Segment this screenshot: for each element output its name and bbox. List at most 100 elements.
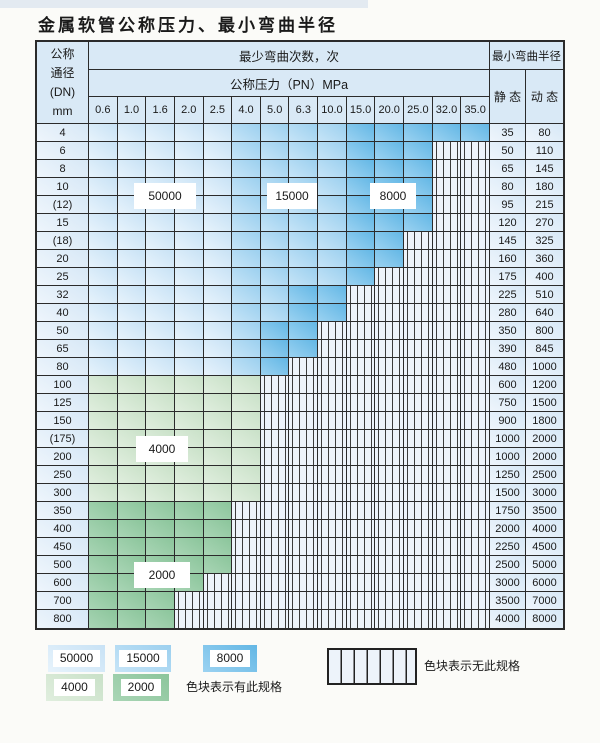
static-radius-cell: 2500 bbox=[489, 556, 526, 573]
legend-swatch-value: 50000 bbox=[52, 650, 101, 667]
cell-no-spec bbox=[375, 574, 405, 591]
cell-spec-4000 bbox=[203, 448, 233, 465]
table-row-dn-8: 8 65 145 bbox=[37, 160, 563, 178]
legend-no-spec-swatch bbox=[327, 648, 417, 685]
cell-spec-4000 bbox=[232, 430, 261, 447]
cell-spec-15000 bbox=[232, 322, 261, 339]
dynamic-radius-cell: 3000 bbox=[526, 484, 563, 501]
cell-spec-50000 bbox=[203, 124, 233, 141]
cell-spec-50000 bbox=[146, 304, 175, 321]
cell-spec-50000 bbox=[203, 340, 233, 357]
cell-spec-15000 bbox=[260, 268, 290, 285]
cell-no-spec bbox=[260, 430, 290, 447]
cell-no-spec bbox=[203, 574, 233, 591]
cell-no-spec bbox=[346, 520, 376, 537]
band-cells bbox=[89, 322, 489, 339]
cell-spec-50000 bbox=[174, 304, 204, 321]
dn-cell: 800 bbox=[37, 610, 89, 628]
cell-no-spec bbox=[375, 484, 405, 501]
dn-cell: 20 bbox=[37, 250, 89, 267]
static-dynamic-headers: 静 态 动 态 bbox=[489, 70, 563, 123]
dynamic-radius-cell: 180 bbox=[526, 178, 563, 195]
static-header: 静 态 bbox=[489, 70, 526, 123]
legend-swatch-value: 8000 bbox=[209, 650, 251, 667]
cell-no-spec bbox=[318, 448, 347, 465]
cell-spec-50000 bbox=[89, 142, 118, 159]
cell-spec-50000 bbox=[203, 250, 233, 267]
zone-label-8000: 8000 bbox=[370, 183, 416, 209]
cell-no-spec bbox=[289, 610, 319, 628]
cell-no-spec bbox=[461, 502, 489, 519]
cell-no-spec bbox=[375, 502, 405, 519]
cell-no-spec bbox=[404, 448, 433, 465]
cell-spec-15000 bbox=[289, 124, 319, 141]
static-radius-cell: 145 bbox=[489, 232, 526, 249]
cell-no-spec bbox=[432, 322, 462, 339]
cell-no-spec bbox=[260, 394, 290, 411]
band-cells bbox=[89, 124, 489, 141]
cell-no-spec bbox=[404, 250, 433, 267]
static-radius-cell: 750 bbox=[489, 394, 526, 411]
cell-spec-4000 bbox=[89, 394, 118, 411]
static-radius-cell: 350 bbox=[489, 322, 526, 339]
cell-no-spec bbox=[432, 484, 462, 501]
cell-spec-50000 bbox=[117, 124, 147, 141]
dynamic-radius-cell: 5000 bbox=[526, 556, 563, 573]
legend-swatch-2000: 2000 bbox=[113, 674, 169, 701]
cell-spec-2000 bbox=[203, 520, 233, 537]
cell-spec-8000 bbox=[346, 268, 376, 285]
cell-no-spec bbox=[318, 610, 347, 628]
static-radius-cell: 120 bbox=[489, 214, 526, 231]
static-radius-cell: 3000 bbox=[489, 574, 526, 591]
cell-spec-4000 bbox=[89, 412, 118, 429]
cell-spec-4000 bbox=[203, 430, 233, 447]
cell-no-spec bbox=[260, 574, 290, 591]
cell-no-spec bbox=[318, 376, 347, 393]
cell-no-spec bbox=[432, 466, 462, 483]
band-cells bbox=[89, 520, 489, 537]
cell-no-spec bbox=[461, 448, 489, 465]
cell-spec-50000 bbox=[117, 286, 147, 303]
cell-spec-4000 bbox=[117, 466, 147, 483]
cell-no-spec bbox=[461, 304, 489, 321]
cell-spec-50000 bbox=[203, 196, 233, 213]
cell-spec-15000 bbox=[318, 142, 347, 159]
table-row-dn-20: 20 160 360 bbox=[37, 250, 563, 268]
cell-no-spec bbox=[404, 394, 433, 411]
static-radius-cell: 1000 bbox=[489, 430, 526, 447]
dn-cell: 65 bbox=[37, 340, 89, 357]
cell-no-spec bbox=[461, 232, 489, 249]
band-cells bbox=[89, 610, 489, 628]
cell-no-spec bbox=[404, 358, 433, 375]
cell-spec-2000 bbox=[117, 592, 147, 609]
cell-spec-2000 bbox=[89, 574, 118, 591]
cell-spec-50000 bbox=[174, 214, 204, 231]
cell-no-spec bbox=[346, 286, 376, 303]
dn-cell: (12) bbox=[37, 196, 89, 213]
cell-no-spec bbox=[375, 538, 405, 555]
cell-spec-2000 bbox=[89, 538, 118, 555]
cell-no-spec bbox=[318, 538, 347, 555]
cell-no-spec bbox=[346, 574, 376, 591]
static-radius-cell: 4000 bbox=[489, 610, 526, 628]
cell-spec-50000 bbox=[174, 250, 204, 267]
cell-spec-4000 bbox=[174, 484, 204, 501]
cell-spec-4000 bbox=[203, 376, 233, 393]
legend-swatch-4000: 4000 bbox=[46, 674, 103, 701]
cell-spec-15000 bbox=[260, 142, 290, 159]
cell-spec-15000 bbox=[260, 214, 290, 231]
static-radius-cell: 1500 bbox=[489, 484, 526, 501]
cell-no-spec bbox=[461, 268, 489, 285]
pressure-col-10.0: 10.0 bbox=[318, 97, 347, 123]
legend-swatch-value: 4000 bbox=[54, 679, 95, 696]
cell-no-spec bbox=[432, 574, 462, 591]
cell-spec-15000 bbox=[318, 232, 347, 249]
cell-spec-4000 bbox=[174, 412, 204, 429]
cell-no-spec bbox=[232, 592, 261, 609]
table-row-dn-600: 600 3000 6000 bbox=[37, 574, 563, 592]
table-row-dn-700: 700 3500 7000 bbox=[37, 592, 563, 610]
cell-no-spec bbox=[289, 484, 319, 501]
cell-no-spec bbox=[461, 358, 489, 375]
dn-cell: 50 bbox=[37, 322, 89, 339]
